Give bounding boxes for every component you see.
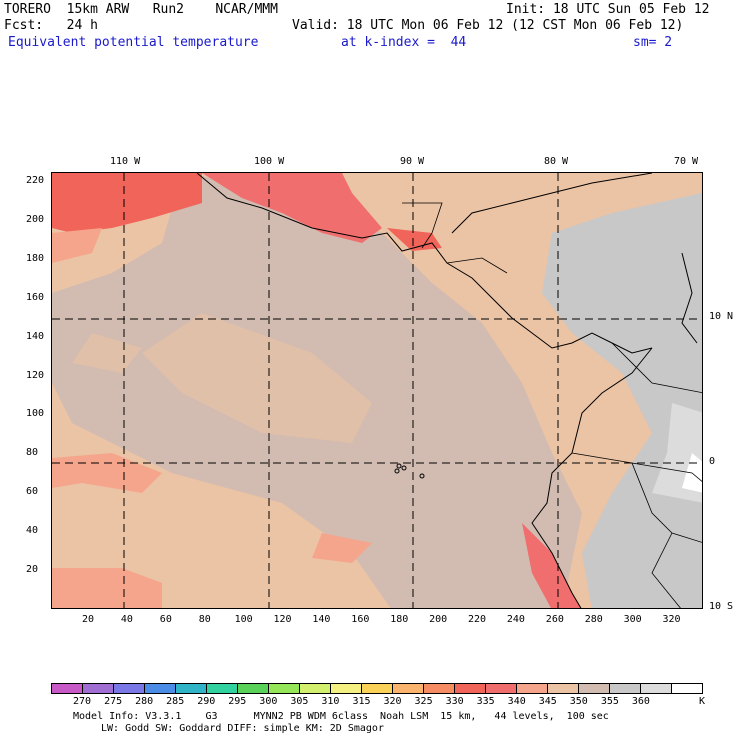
footer-model-info: Model Info: V3.3.1 G3 MYNN2 PB WDM 6clas… bbox=[73, 711, 609, 722]
colorbar-swatch bbox=[672, 684, 702, 693]
colorbar-label: 335 bbox=[476, 696, 495, 707]
footer-physics-info: LW: Godd SW: Goddard DIFF: simple KM: 2D… bbox=[101, 723, 384, 734]
left-axis-label: 180 bbox=[26, 252, 45, 264]
bottom-axis-label: 180 bbox=[390, 614, 409, 625]
left-axis-label: 200 bbox=[26, 213, 45, 225]
top-axis-label: 70 W bbox=[674, 156, 699, 167]
bottom-axis-label: 100 bbox=[234, 614, 253, 625]
field-name: Equivalent potential temperature bbox=[8, 35, 259, 50]
left-axis-label: 80 bbox=[26, 447, 39, 459]
right-axis-label: 10 S bbox=[709, 601, 734, 612]
forecast-hour: Fcst: 24 h bbox=[4, 18, 98, 33]
colorbar-label: 355 bbox=[600, 696, 619, 707]
colorbar-label: 275 bbox=[104, 696, 123, 707]
colorbar-swatch bbox=[269, 684, 300, 693]
bottom-axis-label: 40 bbox=[120, 614, 133, 625]
top-axis-label: 80 W bbox=[544, 156, 569, 167]
left-axis-label: 220 bbox=[26, 175, 45, 186]
bottom-axis-label: 140 bbox=[312, 614, 331, 625]
colorbar-swatch bbox=[455, 684, 486, 693]
colorbar-swatch bbox=[486, 684, 517, 693]
top-axis-label: 100 W bbox=[254, 156, 285, 167]
colorbar-label: 300 bbox=[259, 696, 278, 707]
colorbar-label: 295 bbox=[228, 696, 247, 707]
valid-time: Valid: 18 UTC Mon 06 Feb 12 (12 CST Mon … bbox=[292, 18, 684, 33]
left-axis-label: 20 bbox=[26, 564, 39, 575]
bottom-axis-label: 280 bbox=[584, 614, 603, 625]
bottom-axis-label: 300 bbox=[623, 614, 642, 625]
top-axis-label: 110 W bbox=[110, 156, 141, 167]
lat-lon-gridlines bbox=[52, 173, 702, 608]
colorbar-swatch bbox=[393, 684, 424, 693]
bottom-axis-label: 240 bbox=[506, 614, 525, 625]
bottom-axis-label: 220 bbox=[468, 614, 487, 625]
top-axis-label: 90 W bbox=[400, 156, 425, 167]
bottom-axis-label: 320 bbox=[662, 614, 681, 625]
bottom-axis-label: 260 bbox=[545, 614, 564, 625]
colorbar-label: 345 bbox=[538, 696, 557, 707]
colorbar-swatch bbox=[362, 684, 393, 693]
colorbar-swatch bbox=[176, 684, 207, 693]
bottom-axis-label: 120 bbox=[273, 614, 292, 625]
left-axis-label: 160 bbox=[26, 291, 45, 303]
colorbar-swatch bbox=[300, 684, 331, 693]
colorbar-swatch bbox=[52, 684, 83, 693]
colorbar-label: 330 bbox=[445, 696, 464, 707]
bottom-axis-label: 60 bbox=[159, 614, 172, 625]
cool-gray-regions bbox=[52, 173, 582, 608]
bottom-axis-label: 200 bbox=[429, 614, 448, 625]
colorbar-label: 270 bbox=[73, 696, 92, 707]
colorbar-swatch bbox=[114, 684, 145, 693]
model-title: TORERO 15km ARW Run2 NCAR/MMM bbox=[4, 2, 278, 17]
colorbar-unit: K bbox=[698, 696, 706, 707]
smoothing-value: sm= 2 bbox=[633, 35, 673, 50]
colorbar-label: 315 bbox=[352, 696, 371, 707]
galapagos-islands bbox=[394, 463, 425, 479]
colorbar-label: 340 bbox=[507, 696, 526, 707]
bottom-axis-label: 160 bbox=[351, 614, 370, 625]
bottom-axis-label: 80 bbox=[198, 614, 211, 625]
colorbar-swatch bbox=[331, 684, 362, 693]
colorbar-label: 320 bbox=[383, 696, 402, 707]
level-index: at k-index = 44 bbox=[341, 35, 467, 50]
left-axis-label: 40 bbox=[26, 525, 39, 537]
colorbar-swatch bbox=[424, 684, 455, 693]
colorbar-label: 305 bbox=[290, 696, 309, 707]
colorbar-swatch bbox=[548, 684, 579, 693]
right-axis-label: 10 N bbox=[709, 311, 734, 322]
left-axis-label: 140 bbox=[26, 330, 45, 342]
colorbar-label: 310 bbox=[321, 696, 340, 707]
colorbar-label: 290 bbox=[197, 696, 216, 707]
colorbar-swatch bbox=[207, 684, 238, 693]
left-axis-label: 60 bbox=[26, 486, 39, 498]
left-axis-label: 120 bbox=[26, 369, 45, 381]
colorbar-label: 325 bbox=[414, 696, 433, 707]
init-time: Init: 18 UTC Sun 05 Feb 12 bbox=[506, 2, 710, 17]
bottom-axis-label: 20 bbox=[82, 614, 95, 625]
colorbar-swatch bbox=[641, 684, 672, 693]
colorbar-swatch bbox=[238, 684, 269, 693]
coastlines bbox=[196, 173, 698, 608]
right-axis-label: 0 bbox=[709, 456, 716, 467]
colorbar-label: 350 bbox=[569, 696, 588, 707]
land-gray-regions bbox=[542, 193, 702, 608]
colorbar-label: 285 bbox=[166, 696, 185, 707]
colorbar-label: 360 bbox=[631, 696, 650, 707]
country-borders bbox=[402, 202, 702, 608]
map-field bbox=[52, 173, 702, 608]
colorbar-swatch bbox=[610, 684, 641, 693]
colorbar-swatch bbox=[579, 684, 610, 693]
colorbar-swatch bbox=[83, 684, 114, 693]
left-axis-label: 100 bbox=[26, 408, 45, 420]
colorbar bbox=[51, 683, 703, 694]
colorbar-label: 280 bbox=[135, 696, 154, 707]
colorbar-swatch bbox=[517, 684, 548, 693]
map-panel bbox=[51, 172, 703, 609]
colorbar-swatch bbox=[145, 684, 176, 693]
